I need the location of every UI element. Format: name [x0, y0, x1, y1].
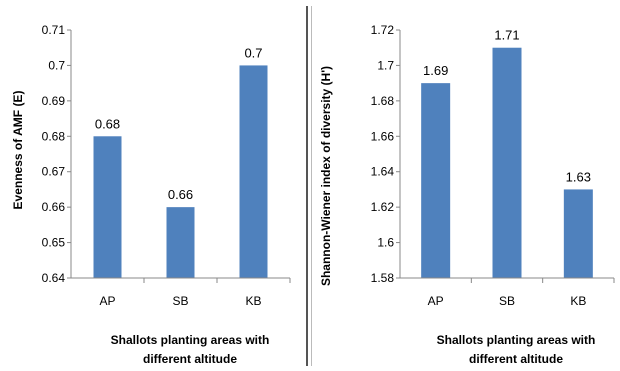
- data-label: 0.66: [168, 187, 193, 202]
- y-tick-label: 0.7: [48, 58, 65, 72]
- bar-kb: [563, 189, 593, 278]
- y-axis-ticks: 0.71 0.7 0.69 0.68 0.67 0.66 0.65 0.64: [42, 23, 71, 285]
- chart-shannon-wiener: Shannon-Wiener index of diversity (H') 1…: [319, 23, 615, 366]
- x-tick-label: SB: [499, 294, 515, 308]
- x-tick-label: KB: [570, 294, 586, 308]
- x-tick-label: KB: [245, 294, 261, 308]
- panel-divider: [306, 6, 308, 366]
- y-tick-label: 0.65: [42, 236, 66, 250]
- y-tick-label: 0.66: [42, 200, 66, 214]
- y-tick-label: 1.68: [371, 94, 395, 108]
- y-tick-label: 1.58: [371, 271, 395, 285]
- bar-ap: [93, 136, 122, 278]
- bar-series: 0.68 AP 0.66 SB 0.7 KB: [93, 45, 291, 308]
- x-axis-title-line1: Shallots planting areas with: [437, 333, 596, 347]
- x-tick-label: SB: [172, 294, 188, 308]
- x-axis-title-line2: different altitude: [143, 352, 237, 366]
- y-tick-label: 0.71: [42, 23, 66, 37]
- x-tick-label: AP: [99, 294, 115, 308]
- panel-divider-shadow: [311, 6, 312, 366]
- y-tick-label: 1.72: [371, 23, 395, 37]
- bar-sb: [492, 47, 522, 278]
- y-tick-label: 1.66: [371, 129, 395, 143]
- y-axis-title: Evenness of AMF (E): [11, 91, 25, 210]
- data-label: 1.63: [566, 169, 591, 184]
- y-tick-label: 1.62: [371, 200, 395, 214]
- y-tick-label: 0.67: [42, 165, 66, 179]
- x-tick-label: AP: [428, 294, 444, 308]
- bar-ap: [421, 83, 451, 279]
- x-axis-title-line1: Shallots planting areas with: [111, 333, 270, 347]
- bar-kb: [239, 65, 268, 278]
- y-tick-label: 1.6: [377, 236, 394, 250]
- bar-sb: [166, 207, 195, 278]
- y-tick-label: 0.64: [42, 271, 66, 285]
- chart-evenness: Evenness of AMF (E) 0.710.70.690.680.670…: [11, 23, 291, 366]
- y-axis-title: Shannon-Wiener index of diversity (H'): [319, 66, 333, 286]
- y-tick-label: 1.7: [377, 58, 394, 72]
- data-label: 1.69: [423, 63, 448, 78]
- data-label: 0.68: [95, 116, 120, 131]
- y-tick-label: 0.68: [42, 129, 66, 143]
- x-axis-title-line2: different altitude: [469, 352, 563, 366]
- data-label: 0.7: [244, 45, 262, 60]
- y-axis-ticks: 1.72 1.7 1.68 1.66 1.64 1.62 1.6 1.58: [371, 23, 400, 285]
- y-tick-label: 0.69: [42, 94, 66, 108]
- data-label: 1.71: [494, 28, 519, 43]
- y-tick-label: 1.64: [371, 165, 395, 179]
- bar-series: 1.69 AP 1.71 SB 1.63 KB: [421, 28, 615, 308]
